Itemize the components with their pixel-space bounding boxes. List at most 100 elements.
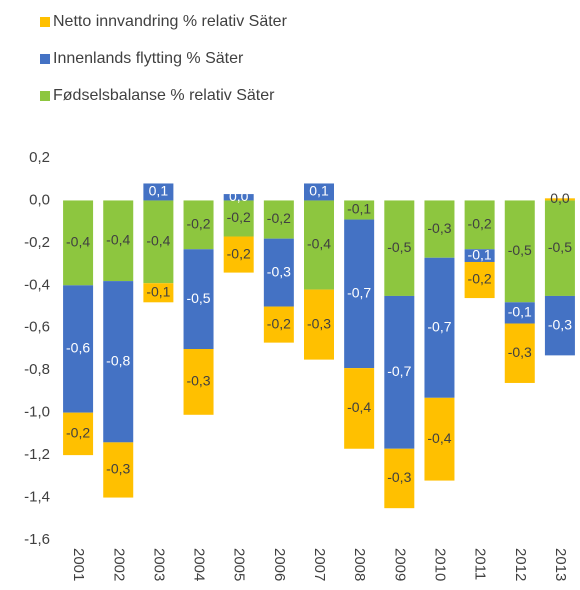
bar-segment [344, 219, 375, 369]
x-tick-label: 2003 [150, 548, 167, 581]
value-label: -0,2 [66, 425, 90, 441]
x-tick-label: 2010 [431, 548, 448, 581]
legend-swatch [40, 17, 50, 27]
value-label: -0,2 [468, 271, 492, 287]
value-label: -0,3 [186, 373, 210, 389]
value-label: -0,4 [106, 231, 130, 247]
value-label: 0,1 [309, 183, 329, 199]
y-tick-label: -1,0 [24, 404, 50, 421]
bar-segment [304, 183, 334, 201]
bar-segment [384, 295, 415, 449]
bar-segment [263, 238, 294, 307]
bar-segment [263, 306, 294, 343]
bar-segment [544, 200, 575, 296]
bar-segment [63, 285, 94, 413]
value-label: -0,3 [427, 220, 451, 236]
bar-segment [304, 200, 334, 290]
bar-segment [344, 368, 375, 449]
bar-segment [304, 289, 334, 360]
bar-segment [504, 302, 535, 324]
bar-segment [143, 200, 174, 284]
value-label: -0,3 [106, 461, 130, 477]
bar-segment [183, 200, 214, 250]
y-tick-label: -1,4 [24, 489, 50, 506]
bar-segment [424, 397, 455, 481]
bar-segment [424, 257, 455, 398]
x-tick-label: 2011 [472, 548, 489, 580]
value-label: -0,3 [387, 469, 411, 485]
legend-swatch [40, 91, 50, 101]
value-label: -0,4 [427, 430, 451, 446]
bar-segment [103, 281, 134, 443]
bar-segment [143, 283, 174, 303]
bar-segment [464, 249, 495, 262]
legend-label: Fødselsbalanse % relativ Säter [53, 87, 275, 104]
value-label: -0,5 [387, 239, 411, 255]
value-label: -0,3 [548, 316, 572, 332]
bar-segment [504, 200, 535, 303]
bar-segment [223, 236, 254, 273]
x-tick-label: 2013 [552, 548, 569, 581]
bar-segment [464, 261, 495, 299]
y-tick-label: -1,2 [24, 446, 50, 463]
bar-segment [384, 200, 415, 296]
value-label: -0,2 [468, 216, 492, 232]
y-tick-label: -0,2 [24, 234, 50, 251]
value-label: -0,3 [267, 263, 291, 279]
y-tick-label: 0,0 [29, 191, 50, 208]
y-tick-label: -0,4 [24, 276, 50, 293]
x-tick-label: 2009 [391, 548, 408, 581]
value-label: 0,0 [550, 190, 570, 206]
value-label: -0,4 [347, 399, 371, 415]
y-tick-label: -0,6 [24, 319, 50, 336]
bar-segment [103, 442, 134, 498]
value-label: -0,1 [146, 283, 170, 299]
bar-segment [344, 200, 375, 220]
x-tick-label: 2004 [191, 548, 208, 581]
bar-segment [63, 412, 94, 456]
bar-segment [504, 323, 535, 383]
legend-label: Innenlands flytting % Säter [53, 50, 244, 67]
value-label: -0,1 [347, 201, 371, 217]
value-label: -0,8 [106, 352, 130, 368]
x-tick-label: 2007 [311, 548, 328, 581]
x-tick-label: 2012 [512, 548, 529, 581]
value-label: -0,2 [267, 315, 291, 331]
x-tick-label: 2006 [271, 548, 288, 581]
bar-segment [424, 200, 455, 258]
bar-segment [464, 200, 495, 250]
bar-segment [544, 295, 575, 356]
bar-segment [223, 200, 254, 237]
value-label: -0,2 [227, 209, 251, 225]
value-label: -0,4 [307, 236, 331, 252]
value-label: -0,2 [227, 245, 251, 261]
x-tick-label: 2005 [231, 548, 248, 581]
value-label: -0,2 [186, 216, 210, 232]
value-label: -0,4 [146, 233, 170, 249]
value-label: -0,1 [508, 304, 532, 320]
bar-segment [223, 194, 254, 201]
value-label: -0,3 [508, 344, 532, 360]
value-label: -0,5 [548, 239, 572, 255]
bar-segment [544, 198, 575, 201]
legend-label: Netto innvandring % relativ Säter [53, 13, 288, 30]
legend-swatch [40, 54, 50, 64]
value-label: -0,1 [468, 246, 492, 262]
x-tick-label: 2001 [70, 548, 87, 581]
value-label: -0,7 [347, 285, 371, 301]
bar-segment [143, 183, 174, 201]
value-label: -0,2 [267, 210, 291, 226]
value-label: 0,0 [229, 188, 249, 204]
x-tick-label: 2008 [351, 548, 368, 581]
bar-segment [63, 200, 94, 286]
bar-segment [183, 349, 214, 415]
value-label: -0,7 [387, 363, 411, 379]
y-tick-label: -0,8 [24, 361, 50, 378]
bar-segment [183, 249, 214, 349]
value-label: -0,5 [508, 242, 532, 258]
bar-segment [103, 200, 134, 282]
value-label: -0,7 [427, 318, 451, 334]
bar-segment [263, 200, 294, 239]
value-label: -0,4 [66, 234, 90, 250]
